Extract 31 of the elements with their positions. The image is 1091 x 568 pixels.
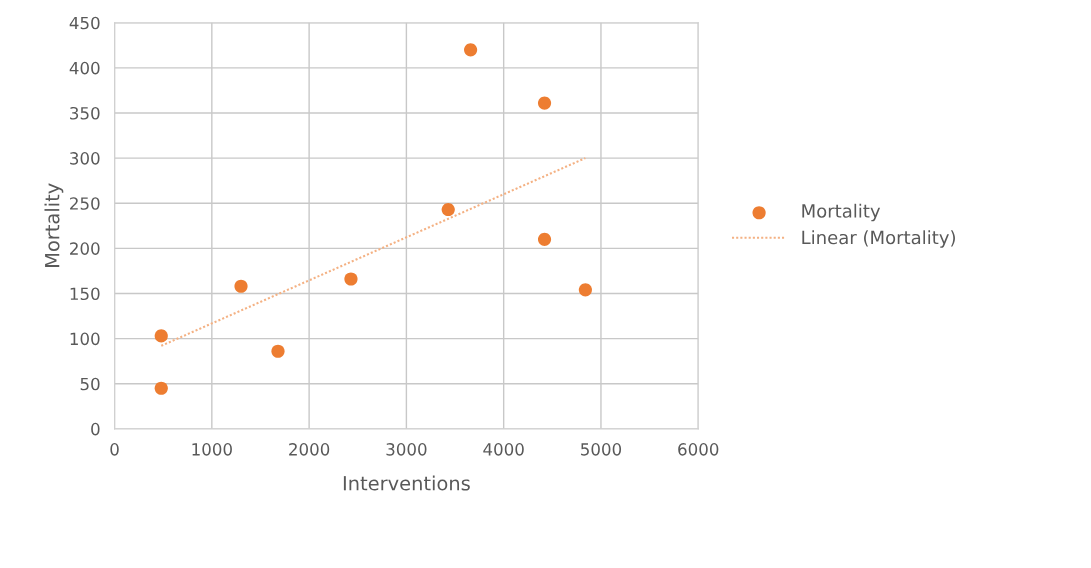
legend-label: Linear (Mortality): [802, 230, 955, 248]
x-tick-label: 4000: [483, 443, 524, 456]
y-tick-label: 150: [70, 287, 100, 301]
y-tick-label: 450: [69, 16, 100, 30]
y-tick-label: 50: [80, 377, 100, 391]
legend-label: Mortality: [802, 203, 881, 222]
point: [344, 272, 358, 286]
point: [271, 344, 285, 358]
x-tick-label: 5000: [581, 443, 622, 456]
y-tick-label: 350: [70, 106, 100, 120]
point: [578, 283, 592, 297]
point: [537, 96, 552, 110]
x-tick-label: 1000: [192, 443, 232, 456]
x-tick-label: 2000: [289, 443, 330, 456]
y-tick-label: 0: [91, 422, 100, 436]
y-tick-label: 300: [70, 152, 100, 165]
y-tick-label: 100: [70, 332, 100, 346]
y-tick-label: 200: [70, 242, 100, 255]
y-tick-label: 250: [70, 197, 100, 210]
point: [154, 381, 168, 395]
point: [154, 329, 168, 343]
point: [464, 43, 478, 57]
x-tick-label: 3000: [386, 443, 427, 456]
y-axis-title: Mortality: [44, 183, 64, 267]
point: [234, 279, 248, 293]
y-tick-label: 400: [69, 61, 100, 75]
x-tick-label: 0: [110, 443, 119, 456]
x-axis-title: Interventions: [343, 475, 470, 491]
point: [537, 232, 552, 246]
point: [441, 202, 455, 217]
x-tick-label: 6000: [678, 443, 719, 456]
